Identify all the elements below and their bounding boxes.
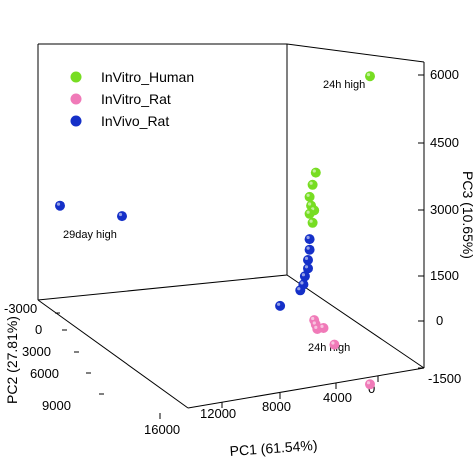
data-point-highlight [56,202,61,206]
data-point-highlight [301,273,305,277]
legend: InVitro_Human InVitro_Rat InVivo_Rat [70,69,194,129]
pc1-tick-label: 16000 [144,422,180,437]
data-points [55,71,375,390]
pc1-axis-label: PC1 (61.54%) [229,437,318,459]
pc1-axis: 16000 12000 8000 4000 0 PC1 (61.54%) [144,376,379,459]
data-point-invitro-rat [318,323,329,333]
annotation-invitro-human-24h-high: 24h high [323,79,365,91]
data-point-invitro-human [307,217,318,228]
data-point-highlight [309,181,313,185]
pc2-axis-label: PC2 (27.81%) [4,316,20,404]
data-point-invitro-human [304,191,315,202]
data-point-highlight [309,219,313,223]
pc2-axis: -3000 0 3000 6000 9000 PC2 (27.81%) [4,301,104,413]
data-point-highlight [306,193,310,197]
box-frame [37,43,425,409]
pc1-tick-label: 8000 [262,399,291,414]
top-right-edge [286,43,425,63]
legend-label-invitro-human: InVitro_Human [101,69,194,85]
pc2-tick-label: 6000 [30,366,59,381]
data-point-invitro-rat [365,379,375,390]
data-point-invivo-rat [275,300,286,311]
pc3-tick-label: -1500 [428,371,461,386]
pc3-tick-label: 4500 [430,135,459,150]
floor-front-right-edge [187,367,425,409]
floor-front-left-edge [37,299,189,409]
legend-swatch-invitro-rat [70,93,82,105]
data-point-invivo-rat [295,285,306,296]
pc1-tick-label: 12000 [200,406,236,421]
data-point-invivo-rat [304,244,315,255]
pc3-tick-label: 1500 [430,268,459,283]
data-point-highlight [300,281,304,285]
legend-label-invitro-rat: InVitro_Rat [101,91,171,107]
floor-back-left-edge [37,274,288,301]
data-point-highlight [297,287,301,291]
pc2-tick-label: 3000 [22,344,51,359]
pc3-axis-label: PC3 (10.65%) [460,171,474,259]
data-point-highlight [306,235,310,240]
pc2-tick-label: -3000 [4,301,37,316]
pc3-tick-label: 6000 [430,67,459,82]
data-point-highlight [306,246,310,250]
legend-swatch-invitro-human [70,71,82,83]
data-point-highlight [304,265,309,269]
data-point-highlight [304,256,309,260]
pc2-tick-label: 0 [35,322,42,337]
data-point-highlight [331,341,335,345]
pc3-tick-label: 3000 [430,202,459,217]
data-point-highlight [277,302,281,306]
data-point-highlight [311,316,315,321]
pc2-tick-label: 9000 [42,398,71,413]
data-point-highlight [366,73,371,77]
data-point-highlight [308,202,312,206]
pc3-tick-label: 0 [436,313,443,328]
annotation-invitro-rat-24h-high: 24h high [308,342,350,354]
pc1-tick-label: 4000 [323,390,352,405]
data-point-highlight [314,325,318,329]
annotations: 24h high 29day high 24h high [63,79,365,354]
pc3-axis: 6000 4500 3000 1500 0 -1500 PC3 (10.65%) [418,67,474,386]
data-point-highlight [312,321,316,325]
legend-label-invivo-rat: InVivo_Rat [101,113,169,129]
data-point-invivo-rat [117,211,127,222]
data-point-invivo-rat [304,234,315,245]
legend-swatch-invivo-rat [70,115,82,127]
data-point-highlight [312,169,316,173]
data-point-invitro-human [304,208,315,219]
data-point-invitro-human [365,71,375,82]
data-point-invitro-human [310,167,321,178]
data-point-invitro-rat [329,339,340,350]
data-point-highlight [118,212,123,217]
floor-back-right-edge [286,274,425,369]
data-point-invivo-rat [55,200,65,211]
data-point-invitro-human [307,179,318,190]
annotation-invivo-rat-29day-high: 29day high [63,229,117,241]
data-point-highlight [306,210,310,214]
data-point-highlight [366,381,371,385]
data-point-highlight [320,324,324,328]
